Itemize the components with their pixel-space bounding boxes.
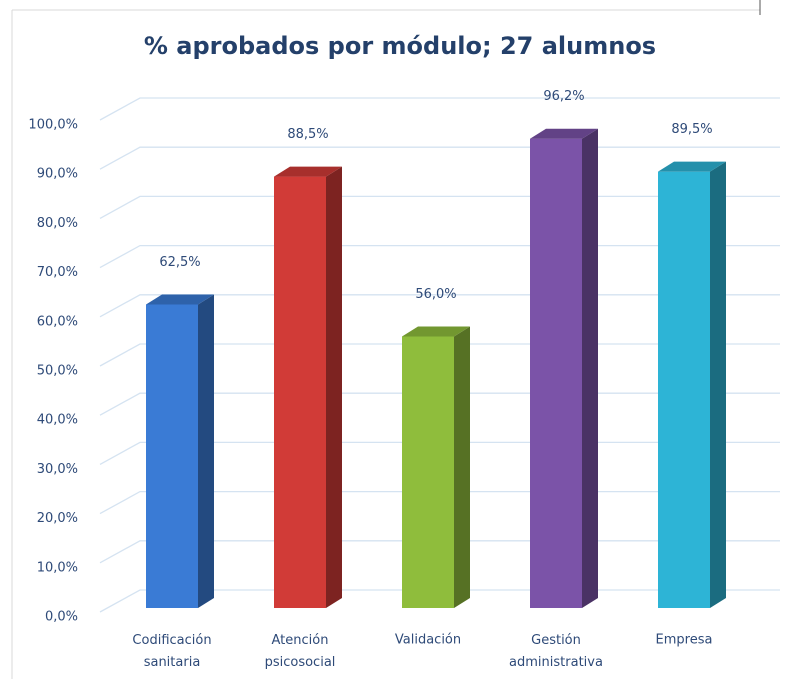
bar: [530, 128, 598, 609]
value-label: 96,2%: [543, 89, 584, 104]
y-tick-label: 0,0%: [45, 610, 78, 625]
value-label: 62,5%: [159, 255, 200, 270]
x-tick-label: Atención psicosocial: [265, 633, 336, 670]
bar-top: [658, 161, 726, 172]
y-tick-label: 100,0%: [28, 118, 78, 133]
bar-top: [146, 294, 214, 305]
value-label: 89,5%: [671, 122, 712, 137]
bar-side: [326, 166, 342, 608]
y-tick-label: 90,0%: [37, 167, 78, 182]
bar-side: [710, 161, 726, 608]
y-tick-label: 80,0%: [37, 216, 78, 231]
bar-front: [530, 138, 582, 609]
x-tick-label: Validación: [395, 633, 461, 648]
y-tick-label: 30,0%: [37, 462, 78, 477]
bar-side: [582, 128, 598, 609]
bar-top: [402, 326, 470, 337]
bar-front: [658, 171, 710, 608]
y-tick-label: 60,0%: [37, 314, 78, 329]
value-label: 88,5%: [287, 127, 328, 142]
bar: [402, 326, 470, 608]
bar-front: [402, 336, 454, 608]
bar: [658, 161, 726, 608]
bar-front: [274, 176, 326, 608]
value-label: 56,0%: [415, 287, 456, 302]
bar: [146, 294, 214, 608]
bar-top: [530, 128, 598, 139]
bar-side: [454, 326, 470, 608]
x-tick-label: Codificación sanitaria: [132, 633, 211, 670]
y-tick-label: 20,0%: [37, 511, 78, 526]
bar: [274, 166, 342, 608]
bar-top: [274, 166, 342, 177]
y-tick-label: 70,0%: [37, 265, 78, 280]
y-tick-label: 10,0%: [37, 560, 78, 575]
bar-side: [198, 294, 214, 608]
grid-line: [99, 97, 780, 121]
y-tick-label: 40,0%: [37, 413, 78, 428]
chart-title: % aprobados por módulo; 27 alumnos: [144, 32, 656, 60]
x-tick-label: Gestión administrativa: [509, 633, 603, 670]
x-tick-label: Empresa: [656, 633, 713, 648]
y-tick-label: 50,0%: [37, 364, 78, 379]
bar-front: [146, 304, 198, 608]
